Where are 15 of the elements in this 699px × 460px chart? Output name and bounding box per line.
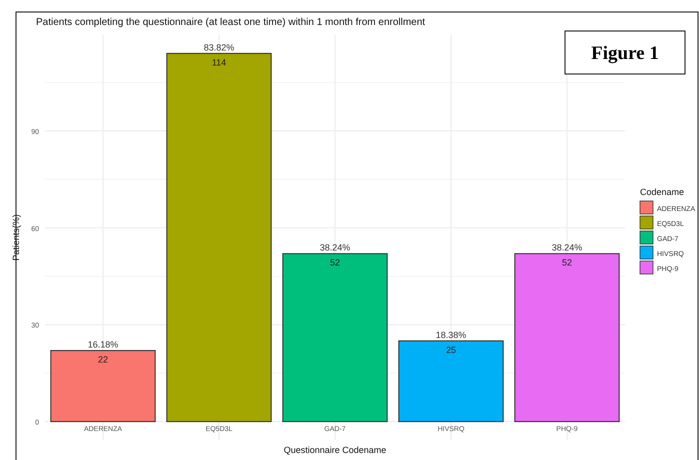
annotation: 18.38% — [436, 330, 466, 340]
data-label: 52 — [330, 258, 340, 268]
data-label: 22 — [98, 354, 108, 365]
y-axis-title: Patients(%) — [11, 214, 21, 261]
annotation: 16.18% — [88, 340, 118, 350]
annotation: 83.82% — [204, 42, 234, 52]
x-axis-title: Questionnaire Codename — [284, 445, 386, 455]
annotation: 38.24% — [552, 242, 582, 253]
annotation: Figure 1 — [591, 43, 659, 64]
data-label: 114 — [212, 57, 226, 68]
data-label: 52 — [562, 258, 572, 268]
data-label: 25 — [446, 344, 456, 355]
legend-title: Codename — [640, 187, 684, 197]
annotation: 38.24% — [320, 242, 350, 253]
chart-title: Patients completing the questionnaire (at least one time) within 1 month from enrollment — [36, 17, 426, 28]
